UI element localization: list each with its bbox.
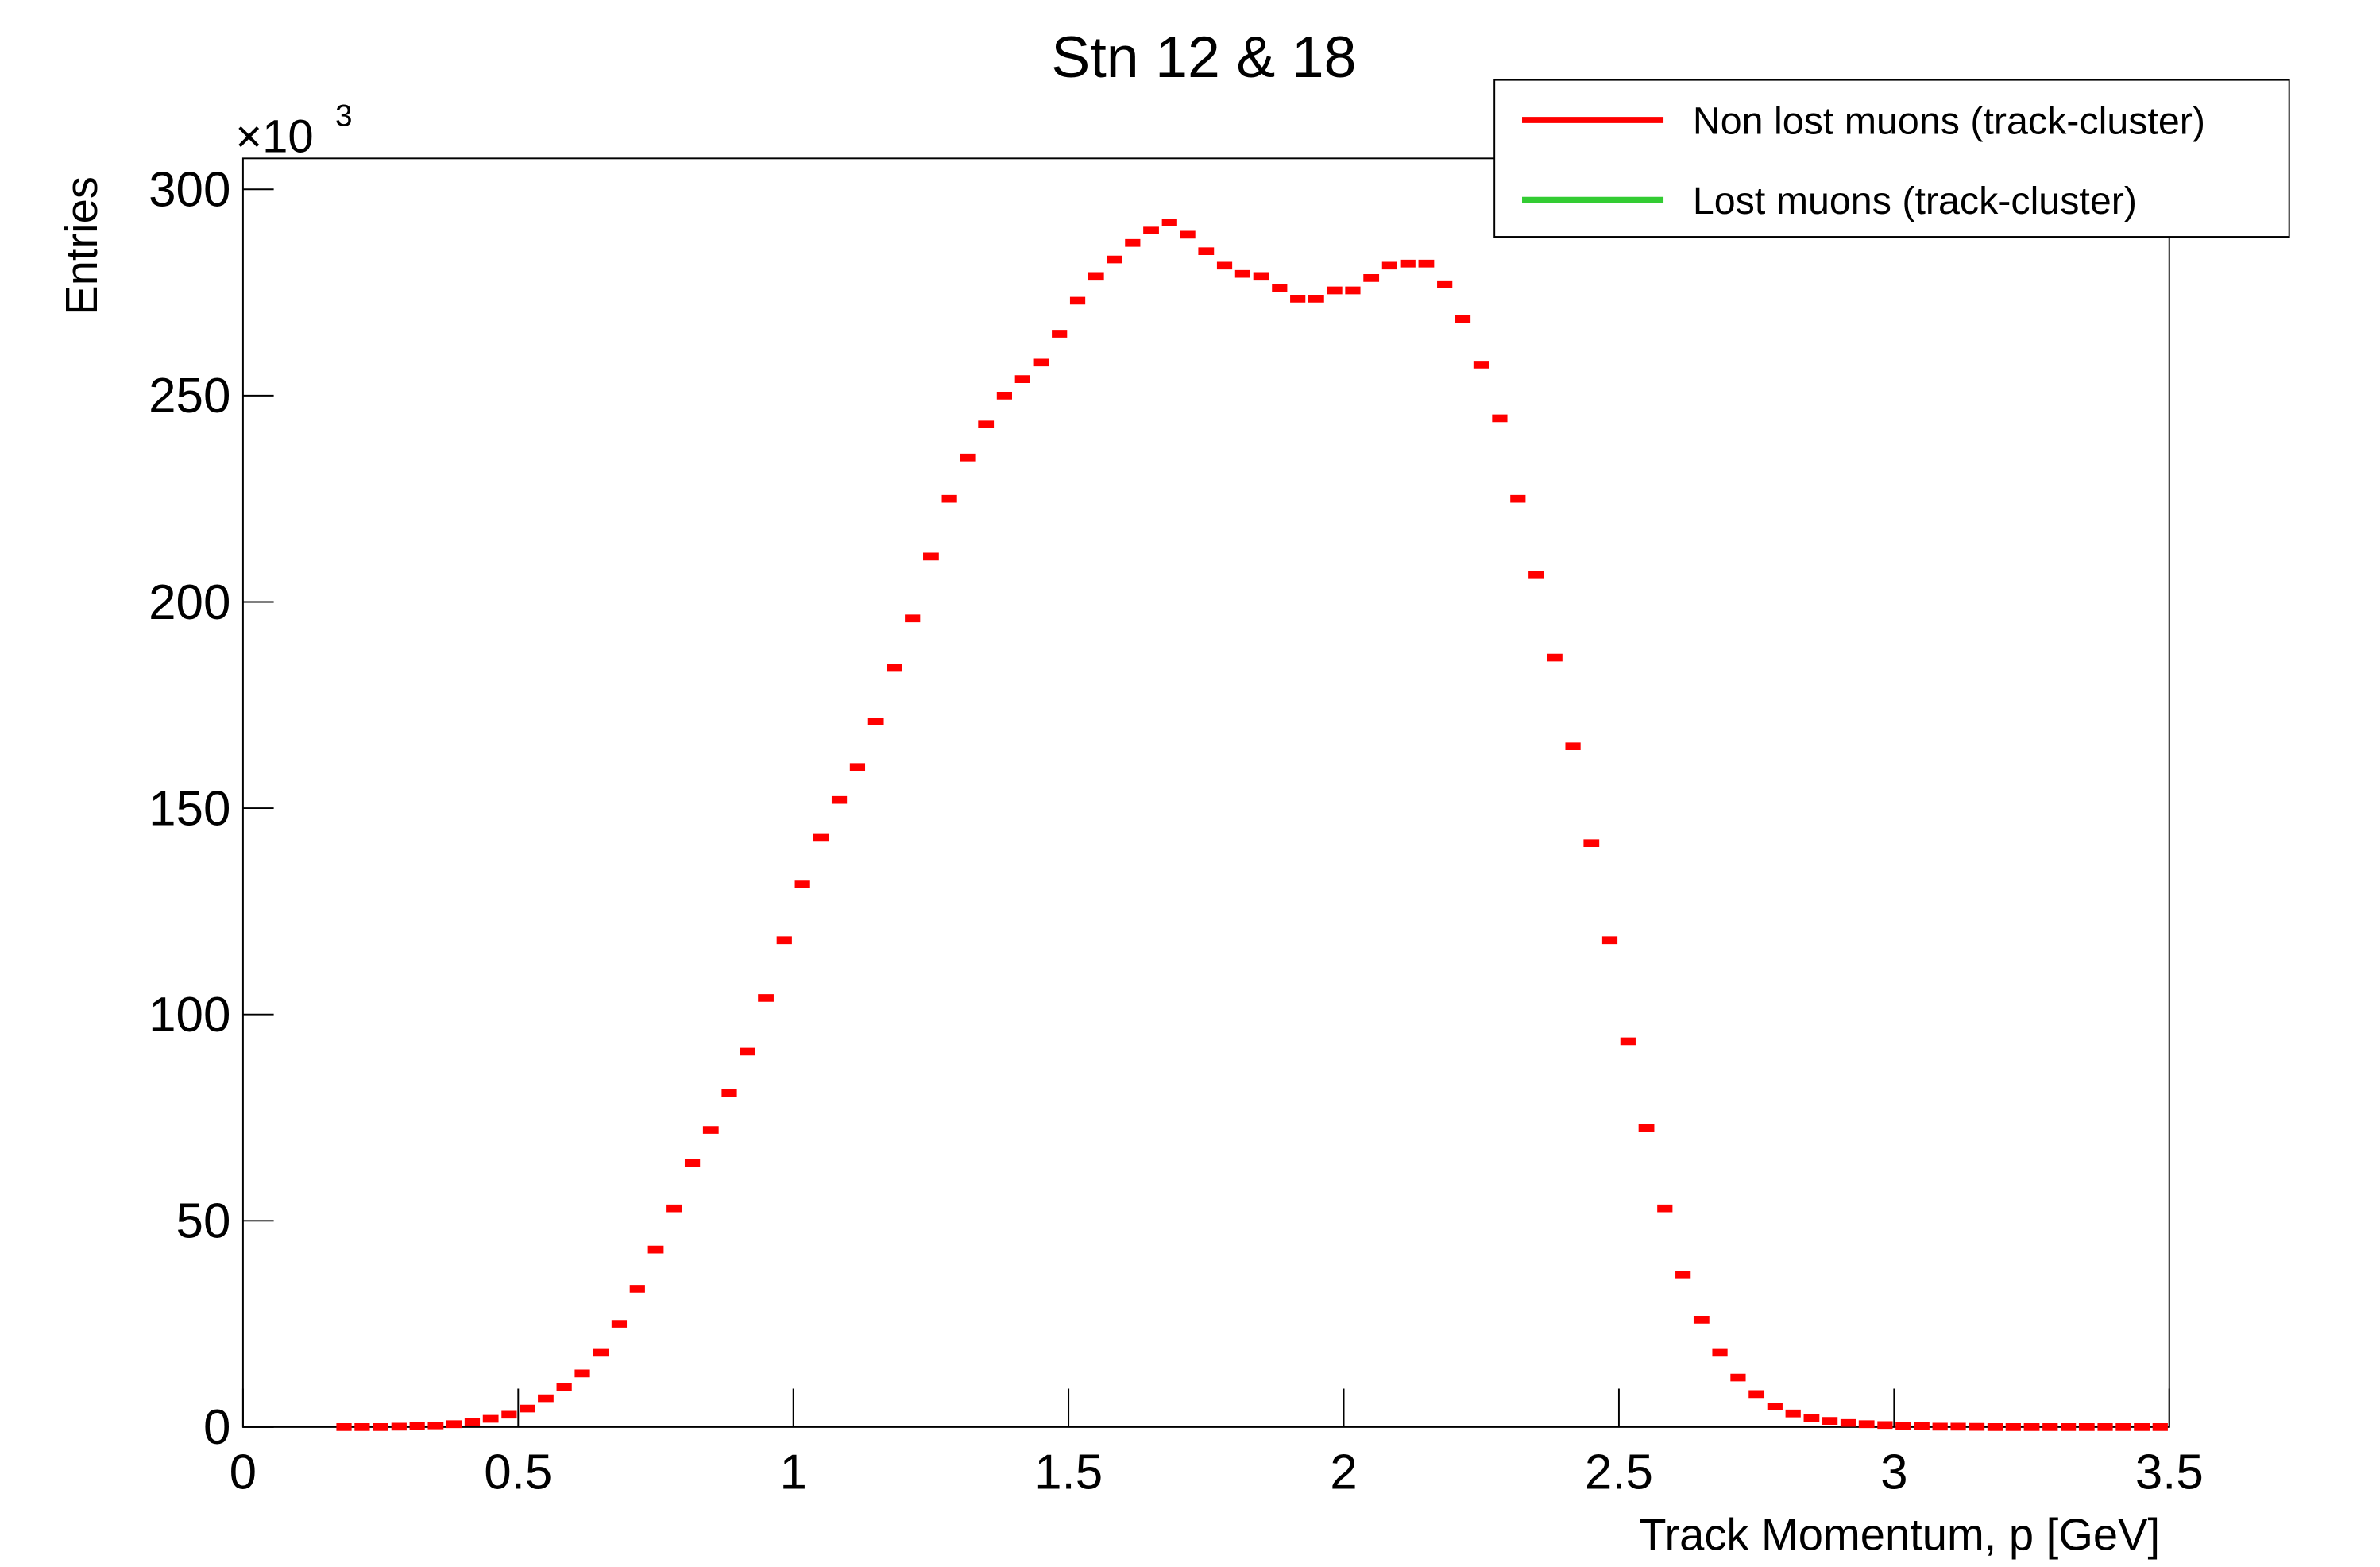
y-tick-label: 300	[149, 163, 230, 218]
plot-frame	[241, 157, 2170, 1428]
y-multiplier: ×10	[235, 111, 313, 163]
chart-title: Stn 12 & 18	[1051, 24, 1356, 90]
y-tick-label: 250	[149, 369, 230, 424]
plot-area: 0 0.5 1 1.5 2 2.5 3 3.5 0 50 100 150 200 250 300	[149, 163, 2204, 1500]
x-tick-label: 2	[1330, 1445, 1357, 1499]
legend: Non lost muons (track-cluster) Lost muons…	[1493, 79, 2290, 238]
legend-label: Non lost muons (track-cluster)	[1693, 99, 2205, 142]
x-tick-label: 1.5	[1034, 1445, 1103, 1499]
x-tick-label: 2.5	[1585, 1445, 1653, 1499]
legend-box	[1493, 79, 2290, 238]
y-tick-label: 100	[149, 988, 230, 1043]
y-tick-label: 0	[203, 1400, 230, 1455]
y-tick-label: 200	[149, 575, 230, 630]
x-axis-label: Track Momentum, p [GeV]	[1639, 1510, 2160, 1560]
y-tick-label: 150	[149, 781, 230, 836]
y-multiplier-exponent: 3	[335, 99, 353, 133]
legend-label: Lost muons (track-cluster)	[1693, 180, 2137, 222]
x-tick-label: 3	[1880, 1445, 1907, 1499]
x-tick-label: 0	[230, 1445, 257, 1499]
x-tick-label: 1	[779, 1445, 806, 1499]
y-tick-label: 50	[176, 1194, 231, 1249]
x-tick-label: 0.5	[484, 1445, 552, 1499]
x-tick-label: 3.5	[2135, 1445, 2204, 1499]
y-axis-label: Entries	[56, 176, 106, 315]
